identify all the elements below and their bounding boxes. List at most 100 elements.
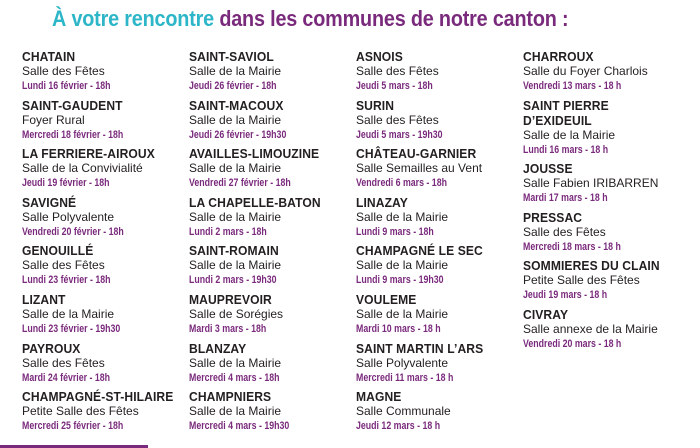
event-entry: LA CHAPELLE-BATON Salle de la Mairie Lundi… <box>189 195 354 244</box>
date: Mercredi 18 février - 18h <box>22 128 124 141</box>
event-entry: SURIN Salle des Fêtes Jeudi 5 mars - 19h30 <box>356 98 521 147</box>
commune: MAGNE <box>356 389 402 405</box>
venue: Salle Polyvalente <box>22 209 115 224</box>
event-entry: ASNOIS Salle des Fêtes Jeudi 5 mars - 18h <box>356 49 521 98</box>
venue: Salle de la Convivialité <box>22 161 143 176</box>
venue: Salle Polyvalente <box>356 355 449 370</box>
date: Mardi 3 mars - 18h <box>189 322 267 335</box>
date: Lundi 23 février - 19h30 <box>22 322 121 335</box>
date: Mercredi 11 mars - 18 h <box>356 371 454 384</box>
date: Mercredi 25 février - 18h <box>22 420 124 433</box>
event-entry: SAINT-ROMAIN Salle de la Mairie Lundi 2 ma… <box>189 243 354 292</box>
date: Mardi 10 mars - 18 h <box>356 322 441 335</box>
commune: BLANZAY <box>189 340 247 356</box>
date: Lundi 9 mars - 19h30 <box>356 274 444 287</box>
venue: Salle de la Mairie <box>189 258 282 273</box>
date: Jeudi 26 février - 19h30 <box>189 128 287 141</box>
date: Mercredi 18 mars - 18 h <box>523 240 621 253</box>
venue: Salle de Sorégies <box>189 306 284 321</box>
commune: ASNOIS <box>356 49 403 64</box>
event-entry: AVAILLES-LIMOUZINE Salle de la Mairie Vend… <box>189 146 354 195</box>
commune: JOUSSE <box>523 161 573 177</box>
date: Mardi 17 mars - 18 h <box>523 192 608 205</box>
venue: Salle annexe de la Mairie <box>523 321 658 336</box>
date: Vendredi 20 mars - 18 h <box>523 337 622 350</box>
commune: PRESSAC <box>523 209 583 225</box>
column: ASNOIS Salle des Fêtes Jeudi 5 mars - 18h S… <box>356 49 521 438</box>
venue: Salle de la Mairie <box>189 64 282 78</box>
date: Jeudi 5 mars - 19h30 <box>356 128 443 141</box>
event-entry: SAINT-SAVIOL Salle de la Mairie Jeudi 26 f… <box>189 49 354 98</box>
date: Jeudi 19 mars - 18 h <box>523 289 608 302</box>
venue: Salle de la Mairie <box>189 161 282 176</box>
commune: LA FERRIERE-AIROUX <box>22 146 155 162</box>
commune: SAINT-SAVIOL <box>189 49 274 64</box>
commune: SAVIGNÉ <box>22 194 77 210</box>
event-entry: PAYROUX Salle des Fêtes Mardi 24 février -… <box>22 341 187 390</box>
venue: Salle de la Mairie <box>356 258 449 273</box>
event-entry: CHARROUX Salle du Foyer Charlois Vendredi … <box>523 49 688 98</box>
date: Mardi 24 février - 18h <box>22 371 111 384</box>
commune: SURIN <box>356 97 395 113</box>
date: Mercredi 4 mars - 19h30 <box>189 420 290 433</box>
venue: Salle des Fêtes <box>356 64 439 78</box>
event-entry: MAUPREVOIR Salle de Sorégies Mardi 3 mars … <box>189 292 354 341</box>
event-entry: SAINT MARTIN L’ARS Salle Polyvalente Mercr… <box>356 341 521 390</box>
title-part: À votre rencontre <box>52 6 214 31</box>
venue: Salle de la Mairie <box>189 209 282 224</box>
commune: MAUPREVOIR <box>189 291 272 307</box>
venue: Salle Fabien IRIBARREN <box>523 176 659 191</box>
date: Lundi 16 mars - 18 h <box>523 143 609 156</box>
column: SAINT-SAVIOL Salle de la Mairie Jeudi 26 f… <box>189 49 354 438</box>
event-entry: PRESSAC Salle des Fêtes Mercredi 18 mars -… <box>523 210 688 259</box>
date: Jeudi 5 mars - 18h <box>356 80 433 92</box>
event-entry: CHAMPAGNÉ LE SEC Salle de la Mairie Lundi … <box>356 243 521 292</box>
event-entry: LA FERRIERE-AIROUX Salle de la Conviviali… <box>22 146 187 195</box>
event-entry: SAINT-MACOUX Salle de la Mairie Jeudi 26 f… <box>189 98 354 147</box>
venue: Salle de la Mairie <box>22 306 115 321</box>
commune: CIVRAY <box>523 306 569 322</box>
date: Vendredi 6 mars - 18h <box>356 177 447 190</box>
commune: GENOUILLÉ <box>22 243 94 259</box>
commune: CHAMPNIERS <box>189 389 272 405</box>
commune: SAINT-GAUDENT <box>22 97 123 113</box>
date: Lundi 16 février - 18h <box>22 80 111 92</box>
commune: CHÂTEAU-GARNIER <box>356 146 477 162</box>
date: Vendredi 13 mars - 18 h <box>523 80 622 92</box>
commune: SAINT-MACOUX <box>189 97 284 113</box>
venue: Salle des Fêtes <box>22 64 105 78</box>
commune: CHARROUX <box>523 49 594 64</box>
event-entry: LINAZAY Salle de la Mairie Lundi 9 mars - … <box>356 195 521 244</box>
title-part: dans les communes de notre canton : <box>219 6 569 31</box>
commune: LIZANT <box>22 291 66 307</box>
commune: VOULEME <box>356 291 417 307</box>
event-entry: SAINT PIERRE D’EXIDEUIL Salle de la Mairi… <box>523 98 688 162</box>
event-entry: SAVIGNÉ Salle Polyvalente Vendredi 20 févr… <box>22 195 187 244</box>
commune: SAINT-ROMAIN <box>189 243 279 259</box>
event-entry: SAINT-GAUDENT Foyer Rural Mercredi 18 févr… <box>22 98 187 147</box>
venue: Salle de la Mairie <box>523 127 616 142</box>
venue: Petite Salle des Fêtes <box>523 273 640 288</box>
venue: Salle des Fêtes <box>356 112 439 127</box>
event-entry: BLANZAY Salle de la Mairie Mercredi 4 mars… <box>189 341 354 390</box>
event-entry: CIVRAY Salle annexe de la Mairie Vendredi … <box>523 307 688 356</box>
date: Lundi 2 mars - 19h30 <box>189 274 277 287</box>
event-entry: MAGNE Salle Communale Jeudi 12 mars - 18 h <box>356 389 521 438</box>
decor-bar <box>0 445 148 448</box>
commune: LA CHAPELLE-BATON <box>189 194 321 210</box>
event-entry: GENOUILLÉ Salle des Fêtes Lundi 23 février… <box>22 243 187 292</box>
event-entry: CHAMPNIERS Salle de la Mairie Mercredi 4 m… <box>189 389 354 438</box>
event-entry: CHAMPAGNÉ-ST-HILAIRE Petite Salle des Fêt… <box>22 389 187 438</box>
column: CHATAIN Salle des Fêtes Lundi 16 février -… <box>22 49 187 438</box>
event-entry: JOUSSE Salle Fabien IRIBARREN Mardi 17 mar… <box>523 161 688 210</box>
commune: LINAZAY <box>356 194 408 210</box>
date: Lundi 2 mars - 18h <box>189 225 267 238</box>
venue: Salle Communale <box>356 404 451 419</box>
venue: Salle de la Mairie <box>356 209 449 224</box>
date: Lundi 23 février - 18h <box>22 274 111 287</box>
venue: Salle des Fêtes <box>523 224 606 239</box>
event-entry: CHATAIN Salle des Fêtes Lundi 16 février -… <box>22 49 187 98</box>
venue: Foyer Rural <box>22 112 85 127</box>
date: Jeudi 26 février - 18h <box>189 80 277 92</box>
